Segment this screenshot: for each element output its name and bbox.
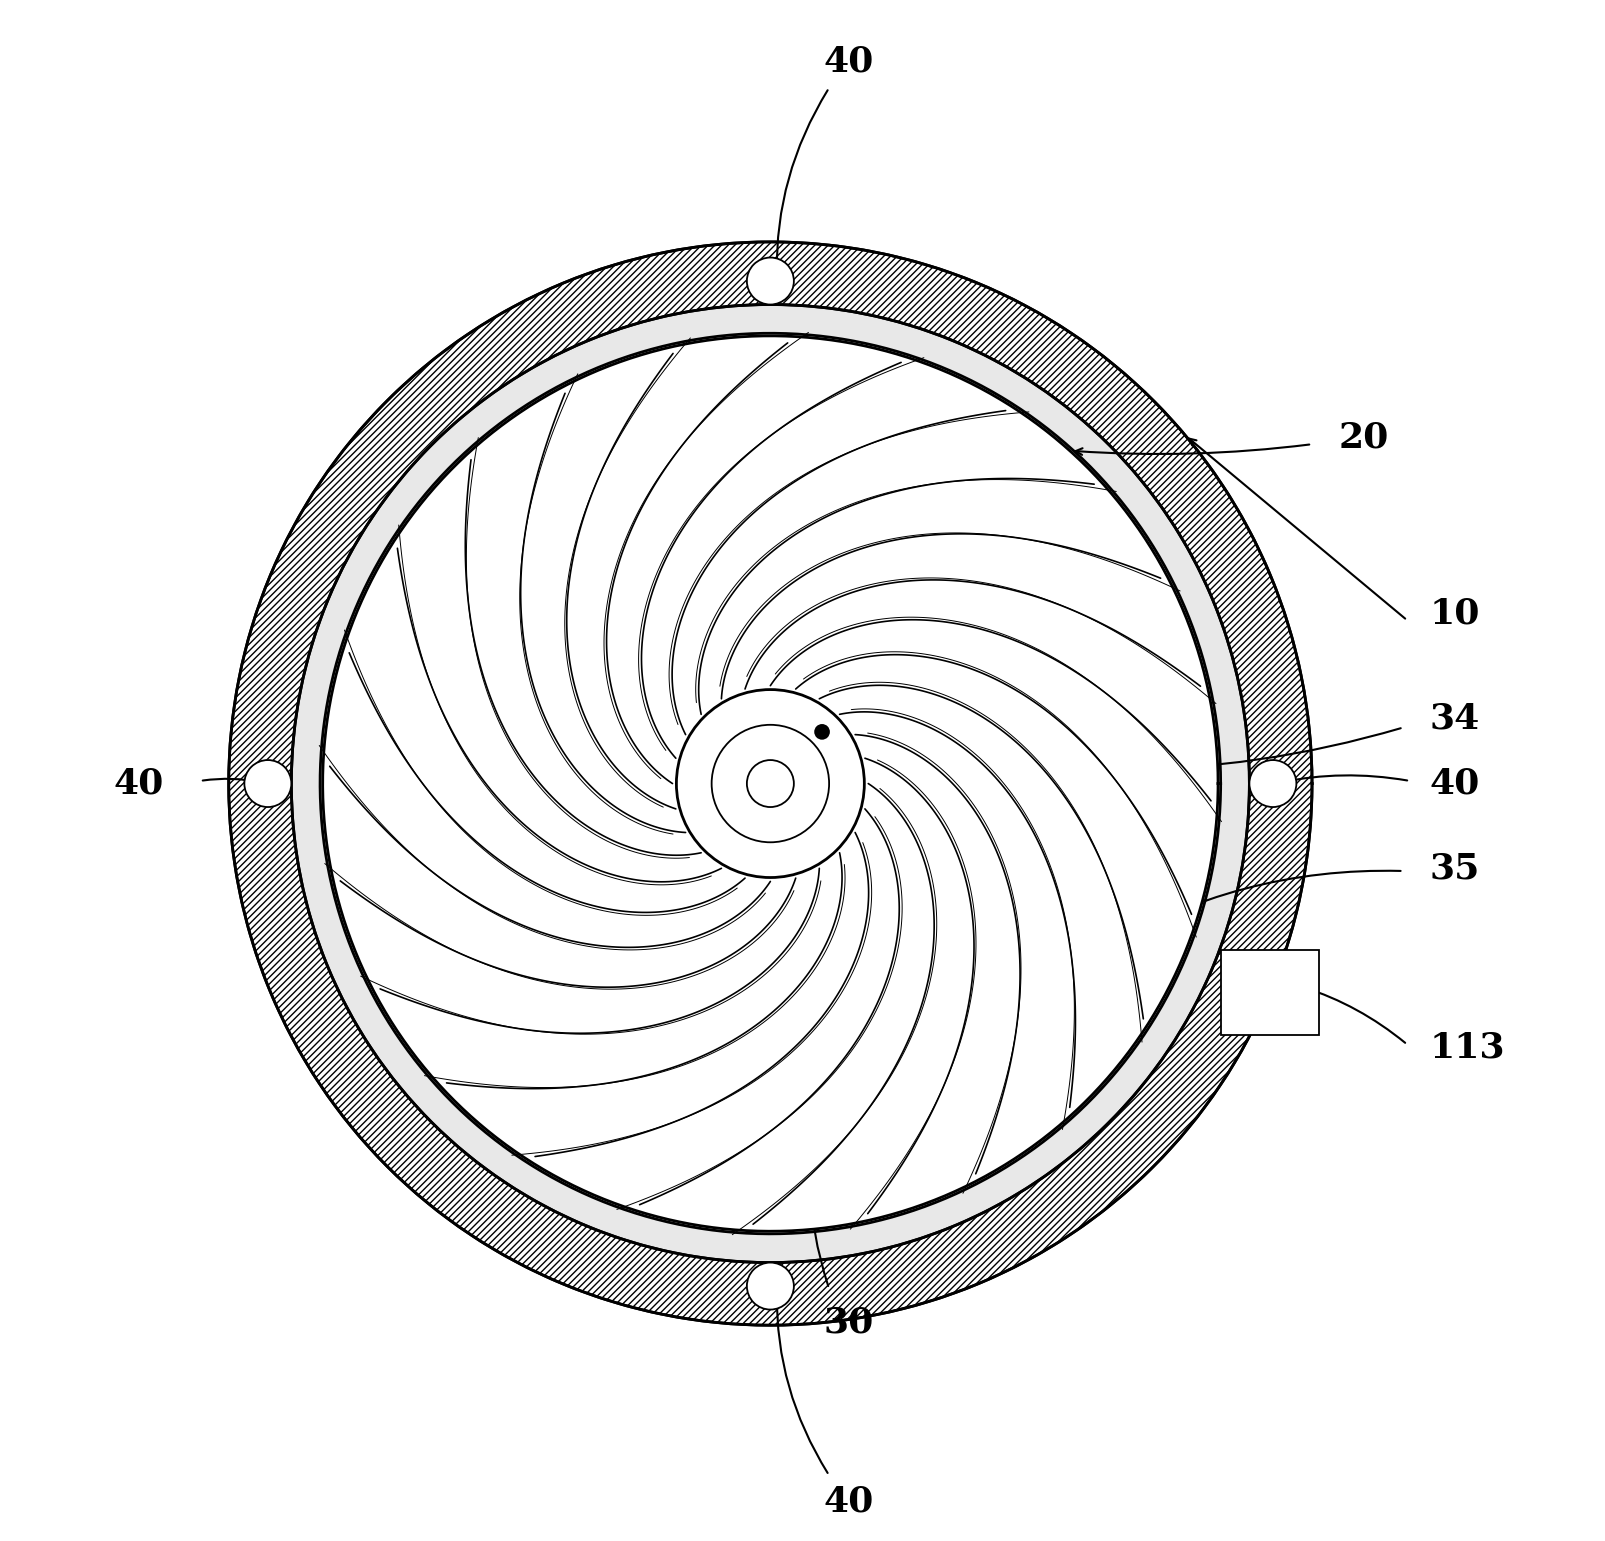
Text: 40: 40 — [112, 766, 164, 801]
Polygon shape — [323, 336, 1217, 1231]
Text: 40: 40 — [1428, 766, 1478, 801]
Circle shape — [1249, 760, 1295, 807]
Polygon shape — [319, 333, 1220, 1234]
Circle shape — [244, 760, 291, 807]
Circle shape — [711, 724, 828, 843]
Text: 40: 40 — [823, 45, 873, 79]
Text: 10: 10 — [1428, 596, 1480, 630]
Circle shape — [746, 760, 793, 807]
Circle shape — [746, 1262, 793, 1310]
Circle shape — [746, 257, 793, 305]
Text: 35: 35 — [1428, 851, 1478, 886]
Text: 34: 34 — [1428, 701, 1478, 735]
Circle shape — [814, 724, 830, 740]
Text: 113: 113 — [1428, 1031, 1504, 1065]
Circle shape — [676, 689, 863, 877]
Polygon shape — [228, 242, 1311, 1325]
Polygon shape — [291, 305, 1249, 1262]
Text: 40: 40 — [823, 1484, 873, 1518]
Bar — [1220, 949, 1318, 1036]
Text: 30: 30 — [823, 1305, 873, 1339]
Text: 20: 20 — [1337, 421, 1388, 455]
